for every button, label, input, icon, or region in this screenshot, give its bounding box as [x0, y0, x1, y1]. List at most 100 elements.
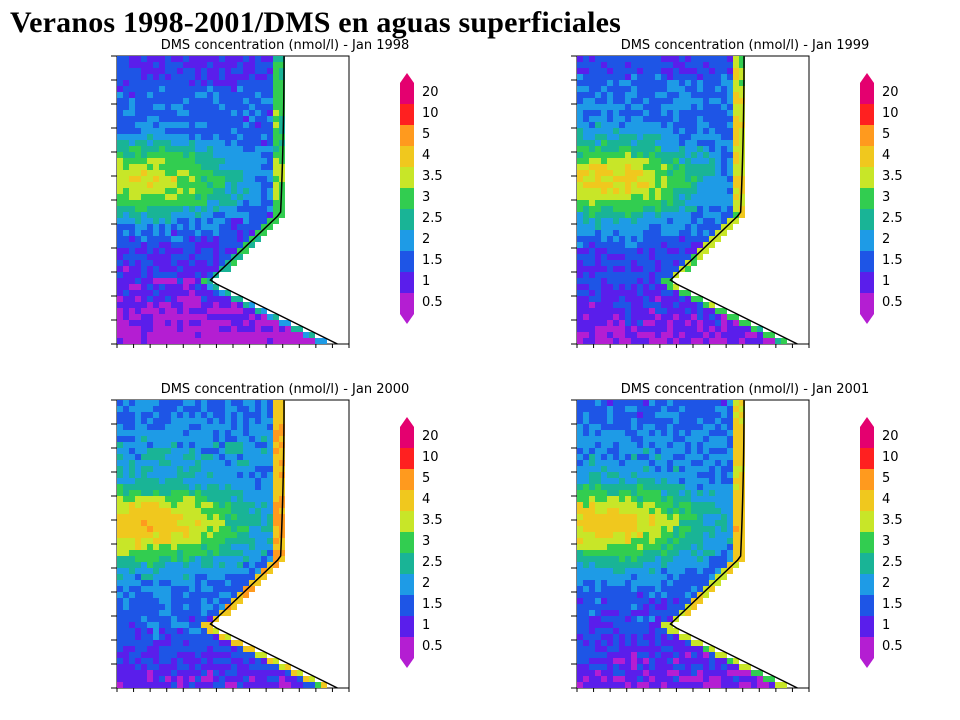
dms-cell	[207, 80, 213, 86]
dms-cell	[147, 622, 153, 628]
dms-cell	[727, 412, 733, 418]
dms-cell	[159, 314, 165, 320]
dms-cell	[201, 338, 207, 344]
dms-cell	[237, 442, 243, 448]
dms-cell	[577, 502, 583, 508]
dms-cell	[231, 218, 237, 224]
dms-cell	[189, 218, 195, 224]
dms-cell	[679, 236, 685, 242]
dms-cell	[577, 134, 583, 140]
dms-cell	[201, 478, 207, 484]
dms-cell	[589, 188, 595, 194]
dms-cell	[207, 110, 213, 116]
dms-cell	[201, 134, 207, 140]
dms-cell	[595, 436, 601, 442]
dms-cell	[625, 634, 631, 640]
dms-cell	[631, 616, 637, 622]
dms-cell	[673, 110, 679, 116]
dms-cell	[249, 658, 255, 664]
colorbar-swatch	[400, 188, 414, 209]
dms-cell	[153, 424, 159, 430]
dms-cell	[117, 314, 123, 320]
dms-cell	[721, 212, 727, 218]
dms-cell	[685, 610, 691, 616]
dms-cell	[619, 224, 625, 230]
dms-cell	[171, 424, 177, 430]
dms-cell	[583, 412, 589, 418]
dms-cell	[613, 188, 619, 194]
dms-cell	[249, 538, 255, 544]
dms-cell	[667, 140, 673, 146]
dms-cell	[225, 526, 231, 532]
dms-cell	[213, 514, 219, 520]
dms-cell	[117, 224, 123, 230]
dms-cell	[177, 56, 183, 62]
dms-cell	[165, 400, 171, 406]
dms-cell	[613, 556, 619, 562]
dms-cell	[691, 442, 697, 448]
dms-cell	[225, 128, 231, 134]
dms-cell	[577, 146, 583, 152]
dms-cell	[595, 580, 601, 586]
dms-cell	[685, 562, 691, 568]
dms-cell	[583, 598, 589, 604]
dms-cell	[625, 466, 631, 472]
dms-cell	[153, 400, 159, 406]
dms-cell	[201, 400, 207, 406]
dms-cell	[249, 400, 255, 406]
dms-cell	[255, 556, 261, 562]
dms-cell	[703, 56, 709, 62]
dms-cell	[123, 80, 129, 86]
dms-cell	[613, 194, 619, 200]
dms-cell	[207, 98, 213, 104]
dms-cell	[691, 466, 697, 472]
dms-cell	[715, 98, 721, 104]
dms-cell	[619, 544, 625, 550]
dms-cell	[589, 586, 595, 592]
dms-cell	[649, 188, 655, 194]
dms-cell	[147, 454, 153, 460]
dms-cell	[577, 550, 583, 556]
dms-cell	[159, 128, 165, 134]
dms-cell	[631, 418, 637, 424]
dms-cell	[709, 496, 715, 502]
dms-cell	[171, 170, 177, 176]
dms-cell	[201, 664, 207, 670]
dms-cell	[153, 580, 159, 586]
dms-cell	[637, 194, 643, 200]
dms-cell	[231, 532, 237, 538]
dms-cell	[123, 224, 129, 230]
dms-cell	[135, 604, 141, 610]
dms-cell	[583, 242, 589, 248]
dms-cell	[601, 496, 607, 502]
dms-cell	[613, 182, 619, 188]
dms-cell	[595, 176, 601, 182]
dms-cell	[129, 640, 135, 646]
dms-cell	[141, 556, 147, 562]
colorbar: 20 10 5 4 3.5 3 2.5 2 1.5 1 0.5	[860, 73, 903, 328]
dms-cell	[279, 676, 285, 682]
dms-cell	[583, 164, 589, 170]
dms-cell	[207, 442, 213, 448]
dms-cell	[613, 460, 619, 466]
dms-cell	[297, 670, 303, 676]
dms-cell	[643, 104, 649, 110]
dms-cell	[613, 472, 619, 478]
dms-cell	[703, 562, 709, 568]
dms-cell	[703, 424, 709, 430]
dms-cell	[261, 442, 267, 448]
dms-cell	[673, 610, 679, 616]
dms-cell	[661, 508, 667, 514]
dms-cell	[607, 98, 613, 104]
dms-cell	[643, 74, 649, 80]
dms-cell	[577, 320, 583, 326]
dms-cell	[195, 412, 201, 418]
dms-cell	[697, 508, 703, 514]
dms-cell	[673, 170, 679, 176]
dms-cell	[261, 574, 267, 580]
dms-cell	[267, 182, 273, 188]
dms-cell	[625, 302, 631, 308]
dms-cell	[279, 92, 285, 98]
dms-cell	[649, 80, 655, 86]
dms-cell	[589, 266, 595, 272]
